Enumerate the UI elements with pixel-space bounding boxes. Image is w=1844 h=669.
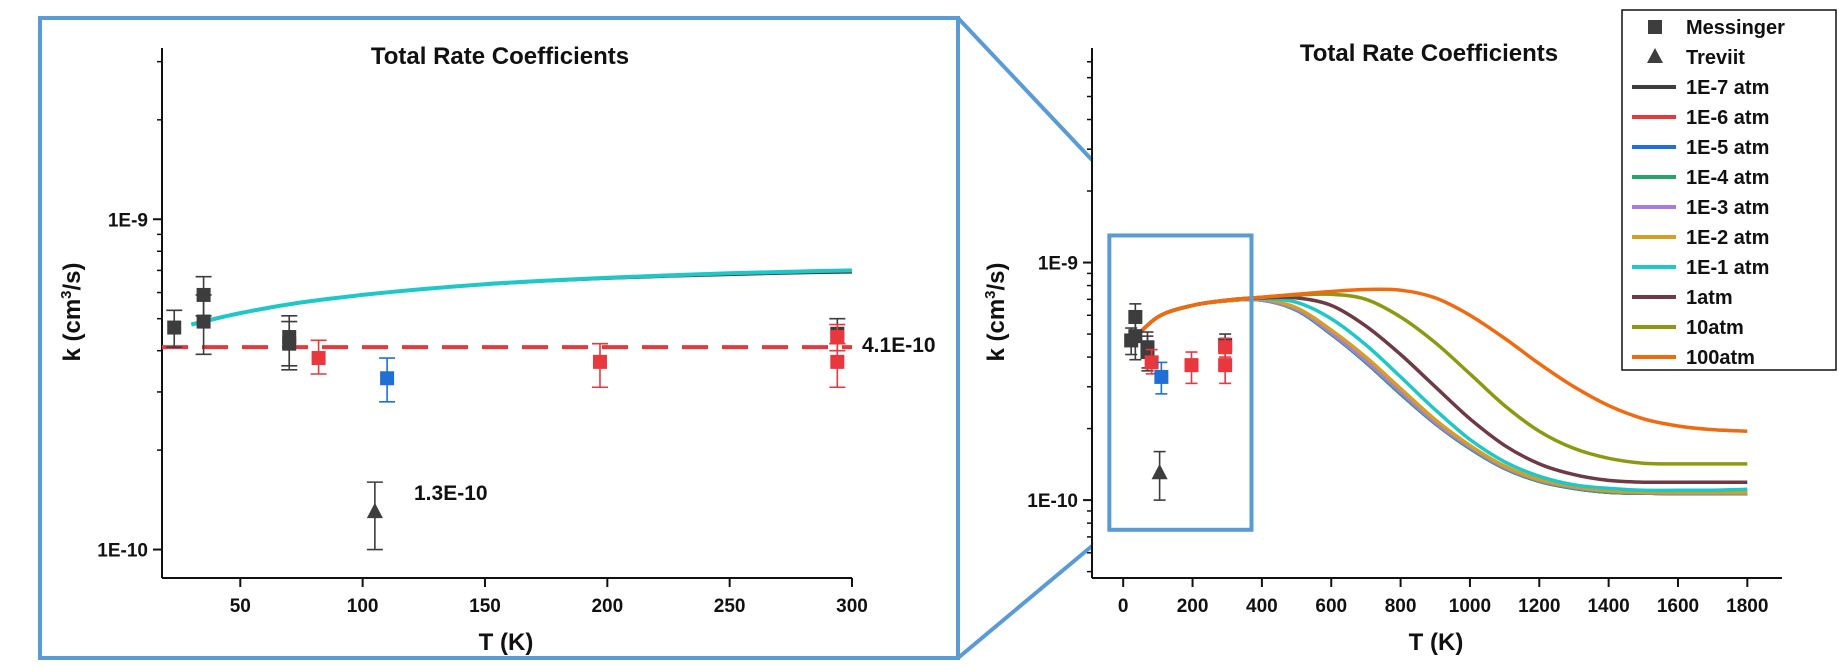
zoom-ytick-label-0: 1E-10 — [97, 541, 148, 562]
full-y-label: k (cm3/s) — [982, 262, 1010, 361]
legend-label-10atm: 10atm — [1686, 317, 1744, 339]
legend-label-Messinger: Messinger — [1686, 17, 1785, 39]
full-xtick-label-0: 0 — [1118, 596, 1129, 617]
zoom-connector-top — [956, 16, 1094, 162]
full-point-messinger-0-2 — [1128, 329, 1143, 344]
zoom-panel-frame — [38, 16, 960, 660]
zoom-curve-1E-1-atm — [190, 268, 853, 327]
zoom-y-ticks: 1E-10 1E-9 — [97, 60, 162, 562]
legend-items: Messinger Treviit 1E-7 atm 1E-6 atm 1E-5 atm… — [1632, 17, 1785, 369]
zoom-y-label: k (cm3/s) — [58, 262, 86, 361]
legend-label-Treviit: Treviit — [1686, 47, 1745, 69]
zoom-point-messinger-1-1 — [592, 354, 607, 369]
zoom-xtick-label-250: 250 — [714, 596, 746, 617]
full-xtick-label-600: 600 — [1315, 596, 1347, 617]
zoom-point-messinger-1-2 — [830, 354, 845, 369]
legend-label-1E-7-atm: 1E-7 atm — [1686, 77, 1769, 99]
zoom-connector-bottom — [956, 544, 1094, 660]
zoom-point-treviit-0 — [366, 502, 383, 519]
full-xtick-label-1200: 1200 — [1518, 596, 1560, 617]
zoom-point-messinger-0-0 — [167, 320, 182, 335]
legend-marker-Messinger — [1648, 20, 1662, 34]
zoom-xtick-label-150: 150 — [469, 596, 501, 617]
zoom-x-ticks: 50 100 150 200 250 300 — [230, 578, 868, 617]
legend-box — [1621, 9, 1837, 371]
zoom-plot-area: 50 100 150 200 250 300 1E-10 1E-9 — [97, 48, 868, 617]
treviit-value-label: 1.3E-10 — [414, 482, 488, 505]
full-points — [1124, 303, 1233, 501]
full-ytick-label-0: 1E-10 — [1027, 491, 1078, 512]
zoom-point-messinger-1-0 — [311, 351, 326, 366]
legend-marker-Treviit — [1647, 48, 1663, 63]
full-y-ticks: 1E-10 1E-9 — [1027, 61, 1092, 573]
zoom-point-messinger-1-3 — [830, 330, 845, 345]
zoom-ytick-label-1: 1E-9 — [108, 210, 148, 231]
zoom-region-box — [1107, 233, 1254, 532]
zoom-title: Total Rate Coefficients — [371, 43, 629, 70]
zoom-point-messinger-0-4 — [282, 336, 297, 351]
full-x-ticks: 0 200 400 600 800 1000 1200 1400 1600 1800 — [1118, 578, 1768, 617]
full-point-messinger-1-1 — [1184, 358, 1199, 373]
zoom-panel: 50 100 150 200 250 300 1E-10 1E-9 Total Rate C… — [58, 43, 936, 656]
legend: Messinger Treviit 1E-7 atm 1E-6 atm 1E-5 atm… — [1621, 9, 1837, 371]
zoom-point-messinger-2-0 — [380, 371, 395, 386]
zoom-xtick-label-200: 200 — [591, 596, 623, 617]
legend-label-1E-1-atm: 1E-1 atm — [1686, 257, 1769, 279]
full-ytick-label-1: 1E-9 — [1038, 254, 1078, 275]
full-point-messinger-2-0 — [1154, 369, 1169, 384]
zoom-xtick-label-50: 50 — [230, 596, 251, 617]
full-point-treviit-0 — [1151, 463, 1168, 480]
full-xtick-label-1000: 1000 — [1449, 596, 1491, 617]
full-xtick-label-1800: 1800 — [1726, 596, 1768, 617]
legend-label-1E-4-atm: 1E-4 atm — [1686, 167, 1769, 189]
legend-label-1E-6-atm: 1E-6 atm — [1686, 107, 1769, 129]
zoom-point-messinger-0-2 — [196, 314, 211, 329]
full-point-messinger-1-2 — [1218, 358, 1233, 373]
legend-label-100atm: 100atm — [1686, 347, 1755, 369]
reference-line-label: 4.1E-10 — [862, 334, 936, 357]
full-title: Total Rate Coefficients — [1300, 40, 1558, 67]
full-plot-area: 0 200 400 600 800 1000 1200 1400 1600 1800 1E-101… — [1027, 48, 1782, 617]
full-xtick-label-1400: 1400 — [1587, 596, 1629, 617]
full-xtick-label-800: 800 — [1385, 596, 1417, 617]
zoom-points — [166, 275, 846, 551]
zoom-xtick-label-300: 300 — [836, 596, 868, 617]
full-xtick-label-200: 200 — [1177, 596, 1209, 617]
full-point-messinger-1-3 — [1218, 340, 1233, 355]
full-curves — [1128, 287, 1748, 496]
full-xtick-label-1600: 1600 — [1657, 596, 1699, 617]
zoom-curves — [190, 268, 853, 327]
legend-label-1E-3-atm: 1E-3 atm — [1686, 197, 1769, 219]
legend-label-1atm: 1atm — [1686, 287, 1733, 309]
legend-label-1E-2-atm: 1E-2 atm — [1686, 227, 1769, 249]
zoom-xtick-label-100: 100 — [347, 596, 379, 617]
zoom-x-label: T (K) — [479, 629, 534, 656]
full-x-label: T (K) — [1409, 629, 1464, 656]
full-curve-100atm — [1128, 287, 1748, 433]
legend-label-1E-5-atm: 1E-5 atm — [1686, 137, 1769, 159]
full-point-messinger-1-0 — [1144, 355, 1159, 370]
full-xtick-label-400: 400 — [1246, 596, 1278, 617]
full-panel: 0 200 400 600 800 1000 1200 1400 1600 1800 1E-101… — [982, 40, 1782, 656]
